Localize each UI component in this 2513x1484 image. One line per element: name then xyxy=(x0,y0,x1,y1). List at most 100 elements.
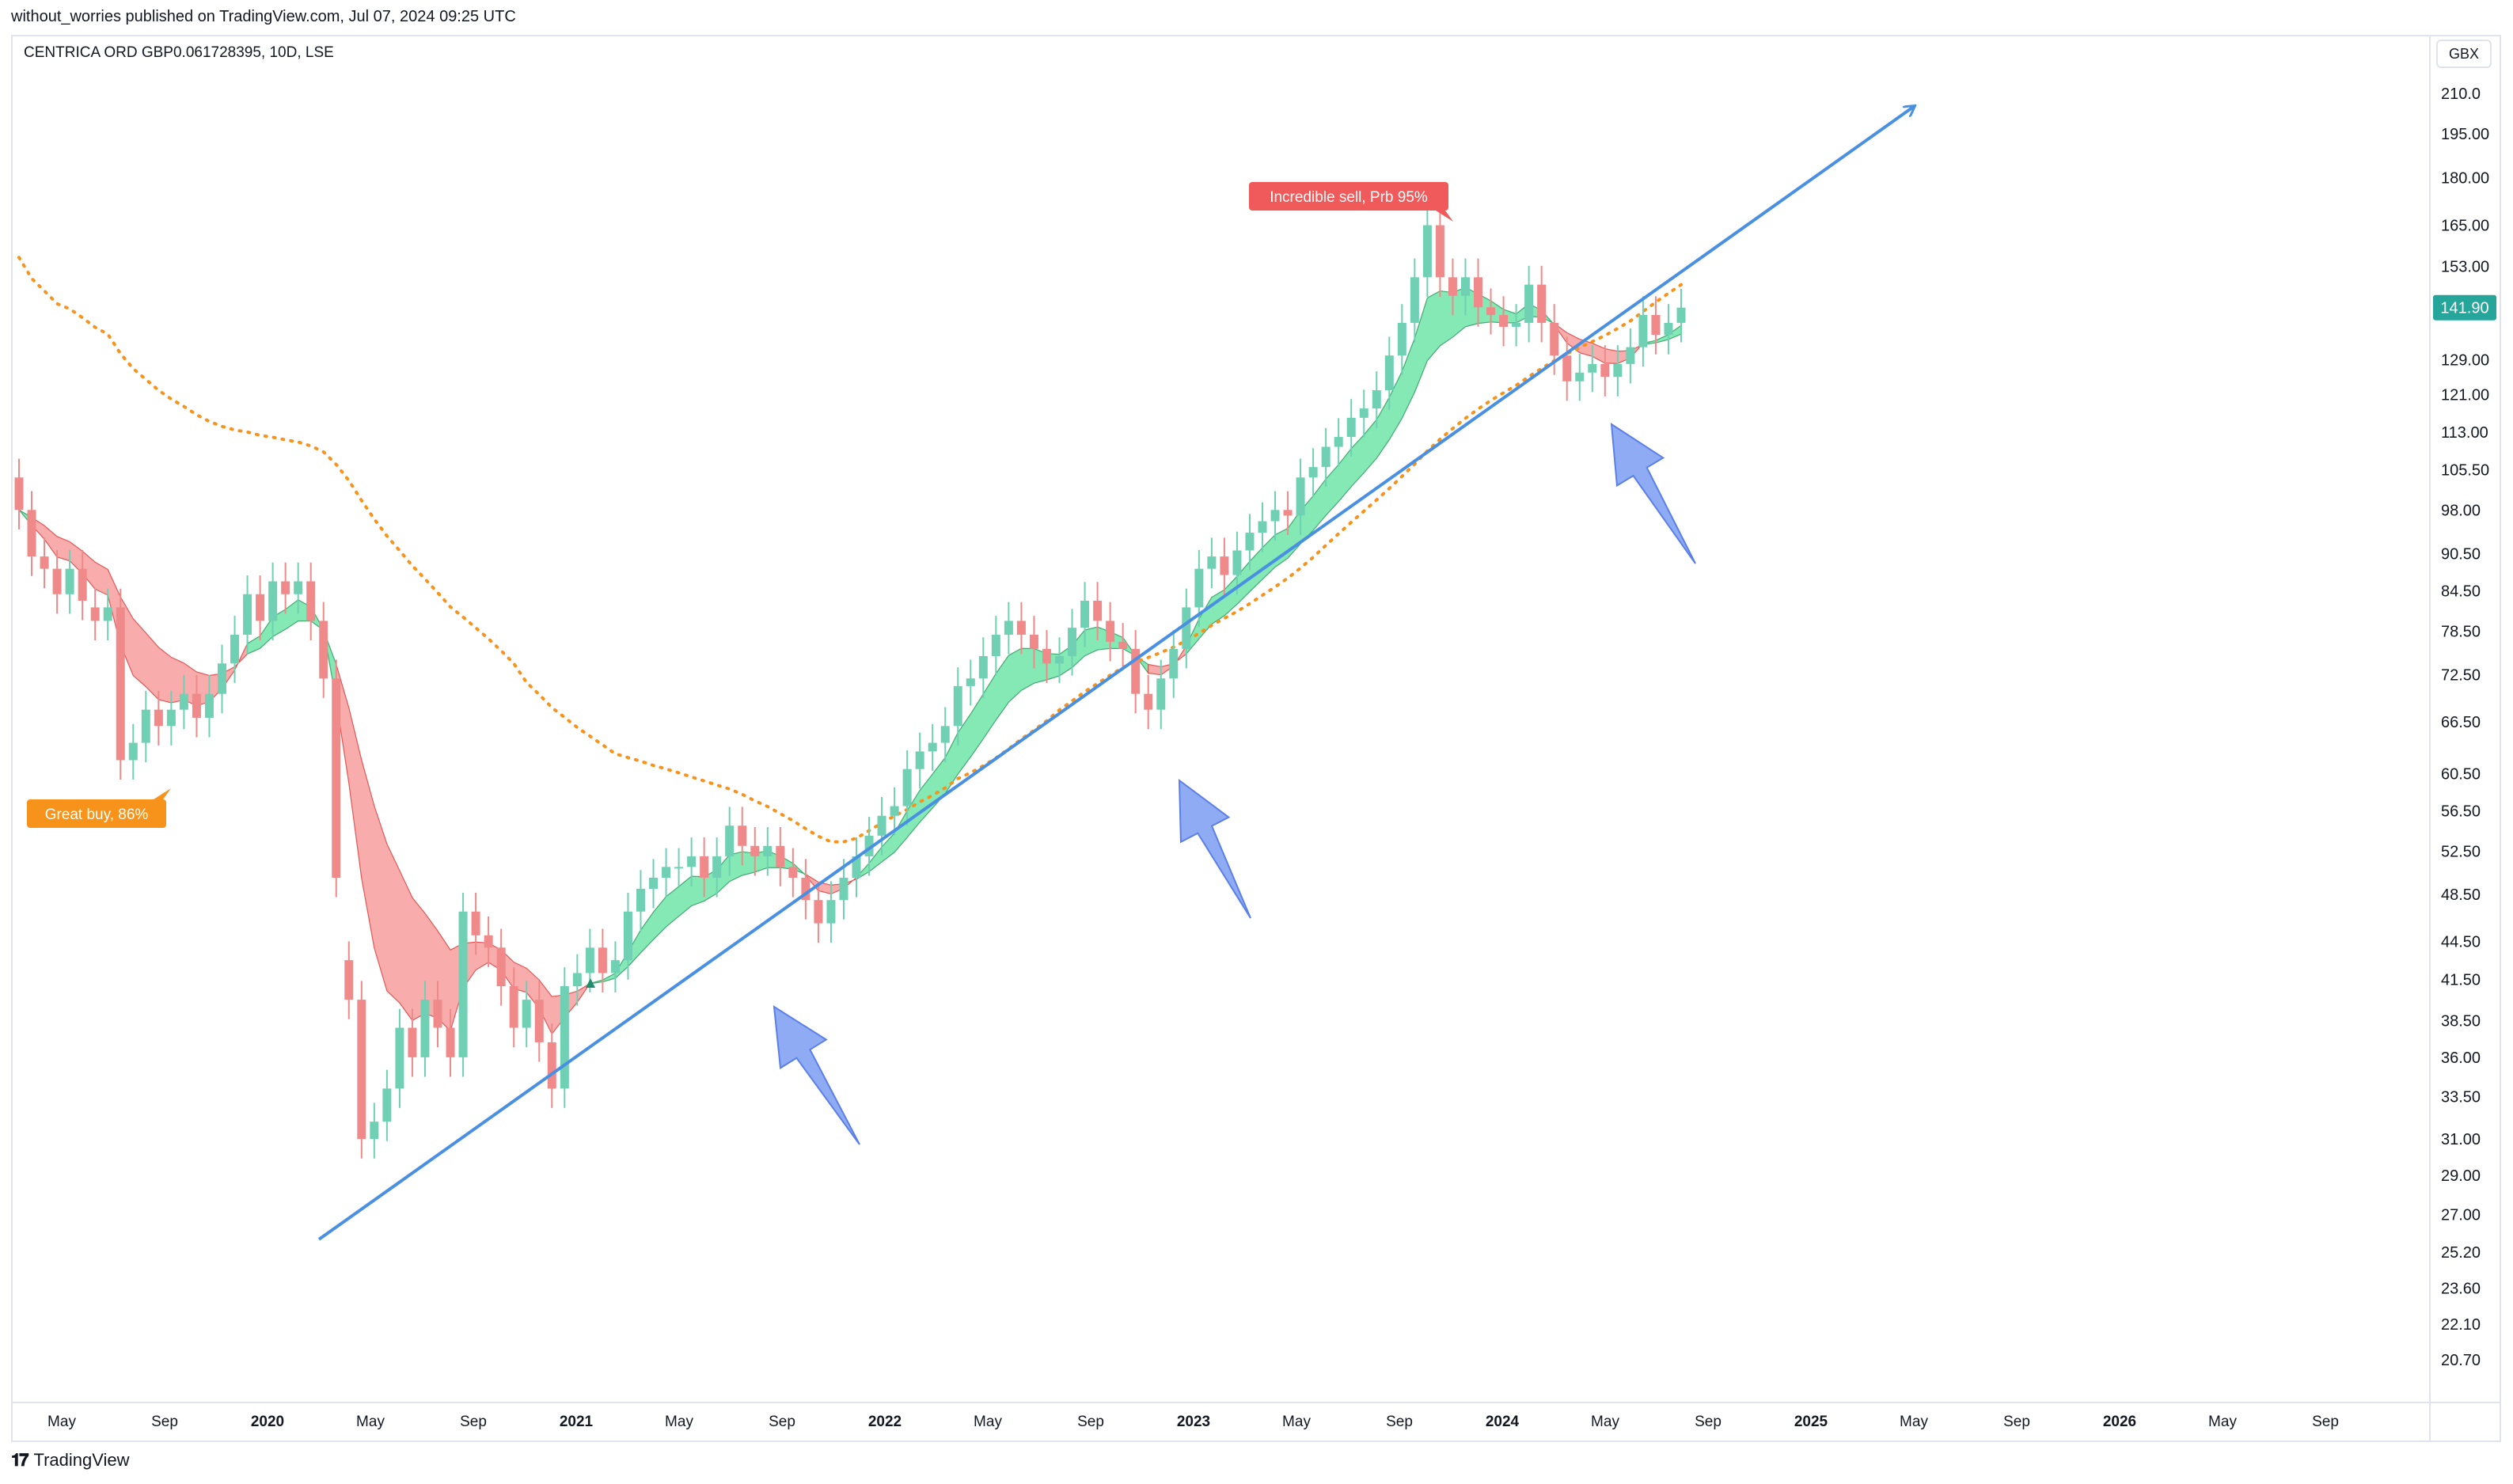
candle-body xyxy=(192,693,201,718)
candle-body xyxy=(1397,322,1406,356)
candle-body xyxy=(1321,446,1331,468)
great-buy-signal-pointer xyxy=(154,788,171,799)
candle-body xyxy=(1422,225,1432,278)
trendline[interactable] xyxy=(317,107,1914,1241)
price-tick-label: 153.00 xyxy=(2441,259,2489,276)
candle-body xyxy=(1308,467,1318,478)
support-arrow[interactable] xyxy=(1178,778,1251,919)
price-tick-label: 121.00 xyxy=(2441,387,2489,404)
candle-body xyxy=(700,856,709,879)
candle-body xyxy=(1283,510,1293,516)
candle-body xyxy=(1460,277,1470,296)
candle-body xyxy=(1169,648,1179,679)
time-tick-label: Sep xyxy=(2003,1414,2030,1430)
candle-body xyxy=(1068,628,1077,657)
candle-body xyxy=(1600,363,1610,378)
price-tick-label: 20.70 xyxy=(2441,1352,2481,1369)
current-price-label: 141.90 xyxy=(2440,300,2488,317)
price-tick-label: 22.10 xyxy=(2441,1316,2481,1334)
price-tick-label: 38.50 xyxy=(2441,1012,2481,1030)
currency-button[interactable]: GBX xyxy=(2436,40,2492,68)
time-tick-label: May xyxy=(1591,1414,1619,1430)
candle-body xyxy=(204,693,214,718)
candle-body xyxy=(446,1027,455,1057)
publish-info: without_worries published on TradingView… xyxy=(11,8,516,25)
current-price-badge xyxy=(2433,294,2496,321)
time-tick-label: May xyxy=(356,1414,385,1430)
candle-body xyxy=(230,634,240,664)
time-tick-label: Sep xyxy=(2312,1414,2339,1430)
tradingview-logo-icon: 𝟏𝟕 xyxy=(11,1450,29,1470)
candle-body xyxy=(1384,355,1394,391)
incredible-sell-signal[interactable]: Incredible sell, Prb 95% xyxy=(1249,182,1453,222)
time-tick-label: 2023 xyxy=(1177,1414,1210,1430)
candle-body xyxy=(1118,641,1128,649)
candle-body xyxy=(496,947,506,987)
candle-body xyxy=(166,709,176,727)
candle-body xyxy=(1016,621,1026,635)
candle-body xyxy=(1588,363,1597,373)
candle-body xyxy=(357,1000,366,1140)
great-buy-signal[interactable]: Great buy, 86% xyxy=(27,788,171,828)
candle-body xyxy=(940,726,950,743)
chart-frame[interactable] xyxy=(11,35,2501,1442)
price-tick-label: 98.00 xyxy=(2441,502,2481,519)
candle-body xyxy=(1055,656,1065,664)
candle-body xyxy=(1537,284,1547,323)
candle-body xyxy=(1080,601,1090,628)
candle-body xyxy=(712,856,722,879)
candle-body xyxy=(1207,556,1217,569)
candle-body xyxy=(1435,225,1444,278)
candle-body xyxy=(116,607,125,761)
candle-body xyxy=(65,568,74,594)
price-tick-label: 52.50 xyxy=(2441,843,2481,860)
candle-body xyxy=(408,1027,417,1057)
candle-body xyxy=(1042,648,1051,664)
great-buy-signal-text: Great buy, 86% xyxy=(45,807,149,823)
bear-band xyxy=(31,516,249,707)
candle-body xyxy=(763,845,773,856)
support-arrow[interactable] xyxy=(1610,423,1696,564)
candle-body xyxy=(141,709,150,743)
time-tick-label: Sep xyxy=(151,1414,178,1430)
candle-body xyxy=(1524,284,1534,323)
time-tick-label: May xyxy=(47,1414,76,1430)
time-tick-label: 2021 xyxy=(560,1414,594,1430)
candle-body xyxy=(636,888,645,912)
candle-body xyxy=(78,568,87,602)
candle-body xyxy=(662,867,671,879)
candle-body xyxy=(1106,621,1115,642)
candle-body xyxy=(344,960,354,1000)
time-tick-label: May xyxy=(974,1414,1002,1430)
candle-body xyxy=(738,825,747,846)
candle-body xyxy=(1486,307,1496,315)
candle-body xyxy=(1258,521,1267,533)
candle-body xyxy=(471,911,480,936)
time-tick-label: 2020 xyxy=(251,1414,284,1430)
price-tick-label: 90.50 xyxy=(2441,545,2481,563)
candle-body xyxy=(256,594,265,621)
price-tick-label: 27.00 xyxy=(2441,1207,2481,1224)
candle-body xyxy=(1512,322,1521,327)
candle-body xyxy=(1346,417,1356,438)
candle-body xyxy=(458,911,468,1057)
candle-body xyxy=(14,477,24,510)
candle-body xyxy=(103,607,112,621)
candle-body xyxy=(585,947,594,974)
candle-body xyxy=(814,900,823,924)
price-tick-label: 36.00 xyxy=(2441,1049,2481,1067)
time-tick-label: Sep xyxy=(1386,1414,1413,1430)
candle-body xyxy=(179,693,188,710)
candle-body xyxy=(128,742,138,761)
candle-body xyxy=(1270,510,1280,522)
time-tick-label: 2025 xyxy=(1794,1414,1828,1430)
candle-body xyxy=(90,607,100,621)
bear-band xyxy=(1148,643,1187,676)
candle-body xyxy=(1448,277,1457,296)
support-arrow[interactable] xyxy=(773,1005,860,1145)
candle-body xyxy=(268,581,278,621)
candle-body xyxy=(801,878,810,901)
candle-body xyxy=(750,845,760,856)
incredible-sell-signal-pointer xyxy=(1436,211,1453,222)
